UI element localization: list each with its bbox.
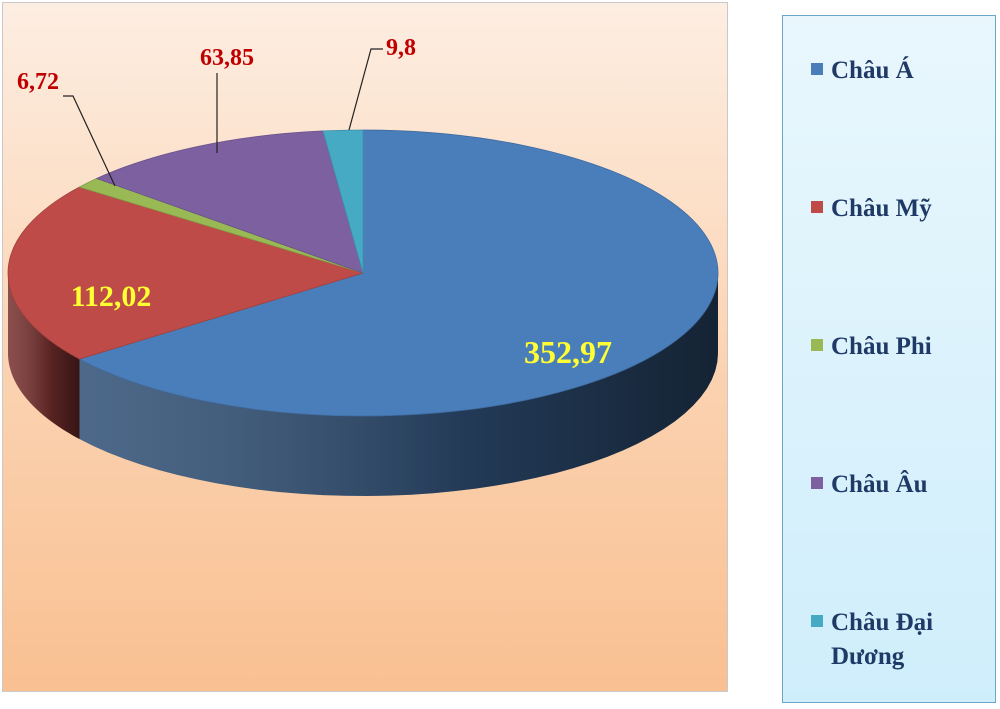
legend-swatch-chau-a: [811, 63, 823, 75]
legend-label-chau-dai-duong: Châu Đại Dương: [831, 609, 934, 670]
pie-slice-chau-dai-duong: [322, 129, 364, 274]
legend-label-chau-a: Châu Á: [831, 57, 914, 84]
legend-swatch-chau-au: [811, 477, 823, 489]
legend-swatch-chau-my: [811, 201, 823, 213]
legend-label-chau-my: Châu Mỹ: [831, 195, 932, 222]
legend-item-chau-au: Châu Âu: [811, 468, 991, 502]
legend: Châu Á Châu Mỹ Châu Phi Châu Âu Châu Đại…: [782, 15, 996, 703]
plot-area: 352,97 112,02 6,72 63,85 9,8: [2, 2, 728, 692]
pie-slice-chau-au: [95, 130, 364, 274]
legend-item-chau-phi: Châu Phi: [811, 330, 991, 364]
legend-label-chau-au: Châu Âu: [831, 471, 928, 498]
legend-swatch-chau-dai-duong: [811, 615, 823, 627]
pie-slice-chau-my: [7, 186, 365, 360]
data-label-chau-au: 63,85: [200, 45, 254, 71]
pie-chart: 352,97 112,02 6,72 63,85 9,8: [7, 35, 719, 496]
data-label-chau-a: 352,97: [524, 334, 612, 370]
legend-swatch-chau-phi: [811, 339, 823, 351]
data-label-chau-phi: 6,72: [17, 69, 59, 95]
legend-item-chau-dai-duong: Châu Đại Dương: [811, 606, 991, 674]
pie-slice-chau-a: [78, 129, 719, 417]
legend-label-chau-phi: Châu Phi: [831, 333, 932, 360]
legend-item-chau-a: Châu Á: [811, 54, 991, 88]
pie-side-shade-chau-a: [79, 273, 719, 496]
pie-side-shade-chau-my: [8, 273, 80, 440]
legend-item-chau-my: Châu Mỹ: [811, 192, 991, 226]
leader-line-chau-phi: [63, 95, 116, 187]
leader-line-chau-dai-duong: [348, 48, 383, 131]
data-label-chau-my: 112,02: [71, 280, 152, 313]
data-label-chau-dai-duong: 9,8: [386, 35, 416, 61]
